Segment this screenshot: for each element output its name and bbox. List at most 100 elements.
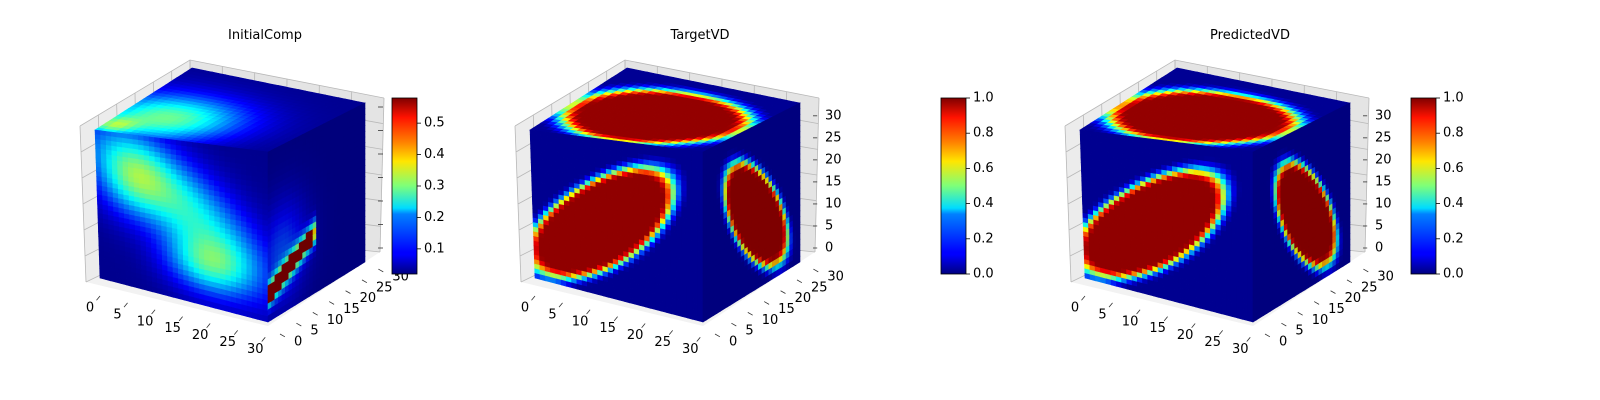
tick-label: 5 — [310, 324, 318, 339]
tick-label: 15 — [1328, 302, 1345, 317]
tick-label: 0 — [825, 241, 833, 256]
subplot-title: InitialComp — [228, 28, 302, 43]
tick-label: 0 — [1279, 335, 1287, 350]
tick-label: 15 — [778, 302, 795, 317]
tick-label: 5 — [745, 324, 753, 339]
colorbar-tick-label: 0.4 — [973, 196, 994, 211]
colorbar-tick-label: 0.4 — [424, 147, 445, 162]
x-axis-ticks: 0 5 10 15 20 25 30 — [86, 295, 266, 357]
tick-label: 25 — [376, 280, 393, 295]
colorbar: 0.0 0.2 0.4 0.6 0.8 1.0 — [940, 91, 994, 282]
tick-label: 20 — [1375, 152, 1392, 167]
tick-label: 25 — [1361, 280, 1378, 295]
x-axis-ticks: 0 5 10 15 20 25 30 — [521, 295, 701, 357]
tick-label: 20 — [1177, 328, 1194, 343]
colorbar-tick-label: 0.8 — [973, 126, 994, 141]
tick-label: 20 — [1345, 291, 1362, 306]
colorbar-tick-label: 0.1 — [424, 241, 445, 256]
tick-label: 10 — [762, 313, 779, 328]
tick-label: 15 — [164, 321, 181, 336]
colorbar-tick-label: 0.2 — [973, 231, 994, 246]
colorbar: 0.0 0.2 0.4 0.6 0.8 1.0 — [1410, 91, 1464, 282]
tick-label: 20 — [627, 328, 644, 343]
colorbar-gradient — [391, 97, 418, 275]
tick-label: 0 — [729, 335, 737, 350]
tick-label: 25 — [219, 335, 236, 350]
tick-label: 10 — [137, 314, 154, 329]
tick-label: 15 — [343, 302, 360, 317]
tick-label: 25 — [1204, 335, 1221, 350]
tick-label: 0 — [521, 301, 529, 316]
tick-label: 30 — [825, 108, 842, 123]
tick-label: 10 — [825, 196, 842, 211]
tick-label: 10 — [1122, 314, 1139, 329]
z-axis-ticks: 0 5 10 15 20 25 30 — [813, 108, 842, 256]
tick-label: 5 — [1375, 218, 1383, 233]
cube-top-face — [1079, 67, 1351, 153]
tick-label: 30 — [1232, 342, 1249, 357]
tick-label: 30 — [682, 342, 699, 357]
colorbar-tick-label: 0.2 — [424, 210, 445, 225]
colorbar: 0.1 0.2 0.3 0.4 0.5 — [391, 97, 445, 275]
subplot-title: PredictedVD — [1210, 28, 1290, 43]
colorbar-gradient — [1410, 97, 1437, 275]
subplot-initialcomp: 0 5 10 15 20 25 30 051015202530InitialComp0.10.… — [79, 28, 445, 357]
tick-label: 5 — [1295, 324, 1303, 339]
tick-label: 0 — [294, 335, 302, 350]
cube-side-face — [267, 102, 366, 323]
z-axis-ticks — [378, 106, 383, 249]
tick-label: 10 — [572, 314, 589, 329]
tick-label: 5 — [1098, 307, 1106, 322]
cube-front-face — [1079, 129, 1254, 323]
tick-label: 15 — [1375, 174, 1392, 189]
tick-label: 5 — [113, 307, 121, 322]
tick-label: 20 — [360, 291, 377, 306]
tick-label: 15 — [825, 174, 842, 189]
tick-label: 15 — [599, 321, 616, 336]
colorbar-tick-label: 0.5 — [424, 116, 445, 131]
tick-label: 25 — [654, 335, 671, 350]
tick-label: 20 — [795, 291, 812, 306]
tick-label: 20 — [192, 328, 209, 343]
cube-top-face — [529, 67, 801, 153]
colorbar-tick-label: 0.8 — [1443, 126, 1464, 141]
tick-label: 20 — [825, 152, 842, 167]
tick-label: 0 — [86, 301, 94, 316]
tick-label: 25 — [825, 130, 842, 145]
colorbar-gradient — [940, 97, 967, 275]
colorbar-tick-label: 0.6 — [1443, 161, 1464, 176]
colorbar-tick-label: 1.0 — [1443, 91, 1464, 106]
x-axis-ticks: 0 5 10 15 20 25 30 — [1071, 295, 1251, 357]
tick-label: 15 — [1149, 321, 1166, 336]
tick-label: 25 — [811, 280, 828, 295]
colorbar-tick-label: 0.0 — [973, 267, 994, 282]
tick-label: 10 — [1375, 196, 1392, 211]
tick-label: 25 — [1375, 130, 1392, 145]
cube-side-face — [702, 102, 801, 323]
tick-label: 10 — [1312, 313, 1329, 328]
tick-label: 5 — [548, 307, 556, 322]
tick-label: 10 — [327, 313, 344, 328]
tick-label: 30 — [247, 342, 264, 357]
cube-side-face — [1252, 102, 1351, 323]
colorbar-tick-label: 0.4 — [1443, 196, 1464, 211]
z-axis-ticks: 0 5 10 15 20 25 30 — [1363, 108, 1392, 256]
tick-label: 30 — [827, 270, 844, 285]
tick-label: 30 — [1377, 270, 1394, 285]
subplot-predictedvd: 0 5 10 15 20 25 30 051015202530051015202530Pred… — [1064, 28, 1464, 357]
tick-label: 5 — [825, 218, 833, 233]
colorbar-tick-label: 0.3 — [424, 179, 445, 194]
tick-label: 0 — [1071, 301, 1079, 316]
tick-label: 30 — [1375, 108, 1392, 123]
cube-front-face — [529, 129, 704, 323]
colorbar-tick-label: 1.0 — [973, 91, 994, 106]
tick-label: 0 — [1375, 241, 1383, 256]
colorbar-tick-label: 0.2 — [1443, 231, 1464, 246]
cube-top-face — [94, 67, 366, 153]
colorbar-tick-label: 0.6 — [973, 161, 994, 176]
subplot-targetvd: 0 5 10 15 20 25 30 051015202530051015202530Targ… — [514, 28, 994, 357]
subplot-title: TargetVD — [669, 28, 729, 43]
